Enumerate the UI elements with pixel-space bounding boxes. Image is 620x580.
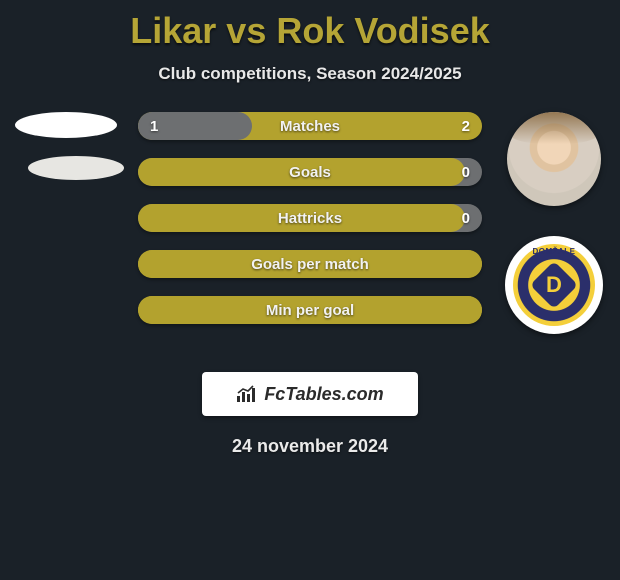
left-player-club-placeholder (28, 156, 124, 180)
club-badge-letter-diamond: D (530, 261, 578, 309)
club-badge-letter: D (546, 272, 562, 298)
brand-box[interactable]: FcTables.com (202, 372, 418, 416)
footer-date: 24 november 2024 (0, 436, 620, 457)
stat-bar: Goals0 (138, 158, 482, 186)
stat-bar-label: Goals (138, 164, 482, 181)
stat-bar-right-value: 0 (462, 210, 470, 227)
stat-bar: Min per goal (138, 296, 482, 324)
stat-bar: Hattricks0 (138, 204, 482, 232)
stat-bar: Goals per match (138, 250, 482, 278)
page-subtitle: Club competitions, Season 2024/2025 (0, 64, 620, 84)
stat-bar-left-value: 1 (150, 118, 158, 135)
stat-bar-right-value: 2 (462, 118, 470, 135)
left-player-photo-placeholder (15, 112, 117, 138)
club-badge-inner: DOMŽALE D (513, 244, 595, 326)
stat-bar-label: Min per goal (138, 302, 482, 319)
stat-bar-label: Matches (138, 118, 482, 135)
club-badge-arc-text: DOMŽALE (532, 247, 575, 256)
page-title: Likar vs Rok Vodisek (0, 0, 620, 52)
comparison-bars: Matches12Goals0Hattricks0Goals per match… (138, 112, 482, 342)
stat-bar-label: Goals per match (138, 256, 482, 273)
brand-text: FcTables.com (264, 384, 383, 405)
right-player-club-badge: DOMŽALE D (505, 236, 603, 334)
brand-chart-icon (236, 385, 258, 403)
comparison-area: DOMŽALE D Matches12Goals0Hattricks0Goals… (0, 112, 620, 352)
left-player-column (10, 112, 122, 180)
stat-bar: Matches1 2 (138, 112, 482, 140)
right-player-column: DOMŽALE D (498, 112, 610, 334)
stat-bar-label: Hattricks (138, 210, 482, 227)
right-player-photo (507, 112, 601, 206)
stat-bar-right-value: 0 (462, 164, 470, 181)
